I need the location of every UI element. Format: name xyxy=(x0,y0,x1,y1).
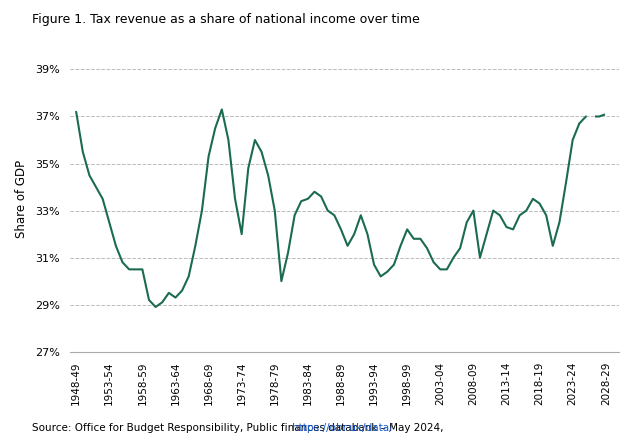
Text: Source: Office for Budget Responsibility, Public finances databank – May 2024,: Source: Office for Budget Responsibility… xyxy=(32,423,446,433)
Y-axis label: Share of GDP: Share of GDP xyxy=(15,160,28,238)
Text: Figure 1. Tax revenue as a share of national income over time: Figure 1. Tax revenue as a share of nati… xyxy=(32,13,420,26)
Text: https://obr.uk/data/: https://obr.uk/data/ xyxy=(292,423,393,433)
